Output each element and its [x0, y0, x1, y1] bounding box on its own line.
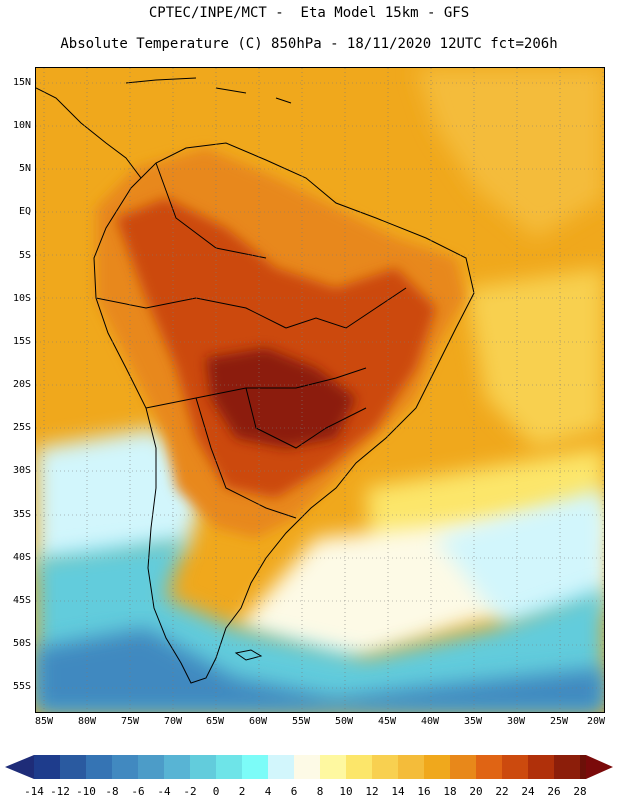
country-border: [145, 367, 367, 409]
colorbar-cell: [294, 755, 320, 779]
colorbar-cell: [112, 755, 138, 779]
colorbar-cell: [164, 755, 190, 779]
lon-label: 45W: [377, 716, 397, 727]
colorbar-label: 0: [212, 785, 220, 798]
colorbar-label: -8: [105, 785, 119, 798]
colorbar-label: -14: [24, 785, 44, 798]
colorbar-label: 16: [417, 785, 431, 798]
lon-label: 65W: [205, 716, 225, 727]
colorbar-cell: [476, 755, 502, 779]
country-border: [285, 287, 407, 329]
colorbar-cell: [372, 755, 398, 779]
colorbar-label: 22: [495, 785, 509, 798]
colorbar-label: 28: [573, 785, 587, 798]
colorbar-cell: [268, 755, 294, 779]
cool-field-south: [36, 428, 206, 568]
colorbar-label: 8: [316, 785, 324, 798]
lat-label: 10N: [12, 120, 31, 131]
lat-label: 35S: [12, 509, 31, 520]
colorbar-label: 2: [238, 785, 246, 798]
country-border: [195, 397, 297, 519]
lat-label: 25S: [12, 422, 31, 433]
graticule: [36, 68, 604, 712]
colorbar-cell: [138, 755, 164, 779]
colorbar-cell: [424, 755, 450, 779]
lon-label: 25W: [549, 716, 569, 727]
colorbar-cell: [554, 755, 580, 779]
colorbar-cell: [216, 755, 242, 779]
falkland-islands: [234, 649, 263, 661]
lat-label: 5N: [18, 163, 31, 174]
land-hot-field: [116, 198, 436, 498]
lat-label: 40S: [12, 552, 31, 563]
colorbar-cell: [528, 755, 554, 779]
lon-label: 20W: [586, 716, 606, 727]
lat-label: 55S: [12, 681, 31, 692]
colorbar-label: 14: [391, 785, 405, 798]
lon-label: 30W: [506, 716, 526, 727]
colorbar-cell: [190, 755, 216, 779]
lon-label: 50W: [334, 716, 354, 727]
coldest-field-far-south: [36, 628, 604, 712]
colorbar-cell: [34, 755, 60, 779]
caribbean-islands: [125, 77, 292, 104]
colorbar-label: 20: [469, 785, 483, 798]
colorbar-label: 24: [521, 785, 535, 798]
lat-label: 45S: [12, 595, 31, 606]
lat-label: 50S: [12, 638, 31, 649]
colorbar-label: 10: [339, 785, 353, 798]
colorbar-label: 12: [365, 785, 379, 798]
lon-label: 40W: [420, 716, 440, 727]
colorbar-label: 26: [547, 785, 561, 798]
colorbar-label: -10: [76, 785, 96, 798]
map-title: CPTEC/INPE/MCT - Eta Model 15km - GFS: [148, 5, 470, 21]
warm-field-east: [466, 268, 604, 448]
lat-label: 15S: [12, 336, 31, 347]
colorbar-label: -12: [50, 785, 70, 798]
colorbar-cell: [398, 755, 424, 779]
lon-label: 55W: [291, 716, 311, 727]
lon-label: 75W: [120, 716, 140, 727]
country-border: [155, 162, 267, 259]
lat-label: 20S: [12, 379, 31, 390]
lon-label: 80W: [77, 716, 97, 727]
map-subtitle: Absolute Temperature (C) 850hPa - 18/11/…: [60, 36, 558, 52]
colorbar-label: 18: [443, 785, 457, 798]
colorbar-cell: [450, 755, 476, 779]
warm-field-northeast: [416, 68, 604, 238]
south-america-coastline: [93, 142, 475, 684]
lat-label: 15N: [12, 77, 31, 88]
colorbar-label: -2: [183, 785, 197, 798]
lat-label: EQ: [18, 206, 31, 217]
lat-label: 10S: [12, 293, 31, 304]
colorbar-over-arrow: [586, 755, 613, 779]
colorbar-cell: [242, 755, 268, 779]
colorbar-cell: [346, 755, 372, 779]
colorbar-cell: [580, 755, 586, 779]
colorbar-cell: [86, 755, 112, 779]
temperature-colorbar: [5, 755, 613, 779]
land-hottest-core: [206, 348, 356, 448]
lat-label: 5S: [18, 250, 31, 261]
colorbar-label: -6: [131, 785, 145, 798]
lon-label: 60W: [248, 716, 268, 727]
lat-label: 30S: [12, 465, 31, 476]
colorbar-label: 4: [264, 785, 272, 798]
colorbar-cell: [502, 755, 528, 779]
country-border: [245, 387, 367, 449]
lon-label: 35W: [463, 716, 483, 727]
lon-label: 70W: [163, 716, 183, 727]
colorbar-cell: [60, 755, 86, 779]
colorbar-under-arrow: [5, 755, 34, 779]
colorbar-cell: [320, 755, 346, 779]
colorbar-label: 6: [290, 785, 298, 798]
lon-label: 85W: [34, 716, 54, 727]
central-america-coastline: [36, 87, 142, 179]
temperature-map: [35, 67, 605, 713]
colorbar-label: -4: [157, 785, 171, 798]
